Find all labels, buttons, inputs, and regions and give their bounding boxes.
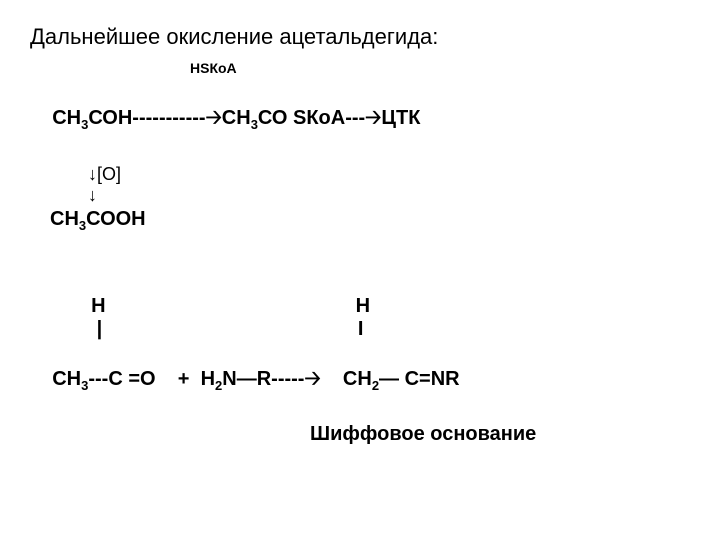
page: Дальнейшее окисление ацетальдегида: HSКo… [0,0,720,470]
sm-c-sub: 2 [372,378,379,393]
spacer [30,233,690,295]
hs-annotation: HSКoA [190,60,690,76]
sm-d: — С=NR [379,368,460,390]
sm-b: ---С =О + Н [88,368,215,390]
oxidation-annot: ↓[O] [88,164,690,185]
rx1-mid: СОН-----------🡢СН [88,107,250,129]
arrow-down: ↓ [88,185,690,206]
product-post: СООН [86,208,146,230]
sm-c: N—R-----🡢 СН [222,368,372,390]
product-line: СН3СООН [50,208,690,233]
struct-bar: | І [30,318,690,341]
rx1-right: СО SКоА---🡢ЦТК [258,107,421,129]
product-pre: СН [50,208,79,230]
rx1-left: СН [52,107,81,129]
page-title: Дальнейшее окисление ацетальдегида: [30,24,690,50]
sm-a: СН [52,368,81,390]
struct-main: СН3---С =О + Н2N—R-----🡢 СН2— С=NR [30,341,690,421]
schiff-label: Шиффовое основание [310,423,690,446]
rx1-sub2: 3 [251,117,258,132]
struct-top: Н Н [30,295,690,318]
reaction-line-1: СН3СОН-----------🡢СН3СО SКоА---🡢ЦТК [30,80,690,160]
